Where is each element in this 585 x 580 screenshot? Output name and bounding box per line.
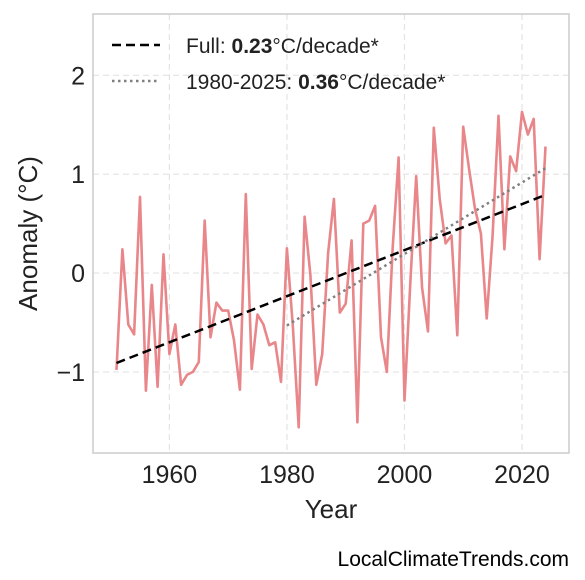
x-tick-label: 2000	[377, 461, 433, 489]
legend-prefix: 1980-2025:	[186, 71, 298, 94]
y-tick-label: 2	[71, 62, 85, 90]
plot-frame	[92, 13, 570, 454]
y-ticks: −1 0 1 2	[56, 62, 85, 387]
full-trend-line	[116, 193, 546, 365]
y-tick-label: 1	[71, 161, 85, 189]
x-ticks: 1960 1980 2000 2020	[142, 461, 550, 489]
x-tick-label: 1980	[259, 461, 315, 489]
y-tick-label: −1	[56, 359, 85, 387]
legend-suffix: °C/decade*	[272, 35, 378, 58]
x-tick-label: 2020	[494, 461, 550, 489]
legend-value: 0.36	[298, 71, 339, 94]
x-tick-label: 1960	[142, 461, 198, 489]
series-group	[115, 110, 547, 429]
recent-trend-line	[286, 167, 547, 327]
legend-label: 1980-2025: 0.36°C/decade*	[186, 71, 445, 94]
y-tick-label: 0	[71, 260, 85, 288]
x-axis-label: Year	[305, 494, 358, 524]
legend-value: 0.23	[232, 35, 273, 58]
legend-suffix: °C/decade*	[339, 71, 445, 94]
y-axis-label: Anomaly (°C)	[13, 156, 43, 311]
watermark-text: LocalClimateTrends.com	[337, 548, 569, 571]
legend-label: Full: 0.23°C/decade*	[186, 35, 379, 58]
anomaly-line	[115, 110, 547, 429]
legend: Full: 0.23°C/decade*1980-2025: 0.36°C/de…	[112, 35, 445, 94]
legend-prefix: Full:	[186, 35, 232, 58]
